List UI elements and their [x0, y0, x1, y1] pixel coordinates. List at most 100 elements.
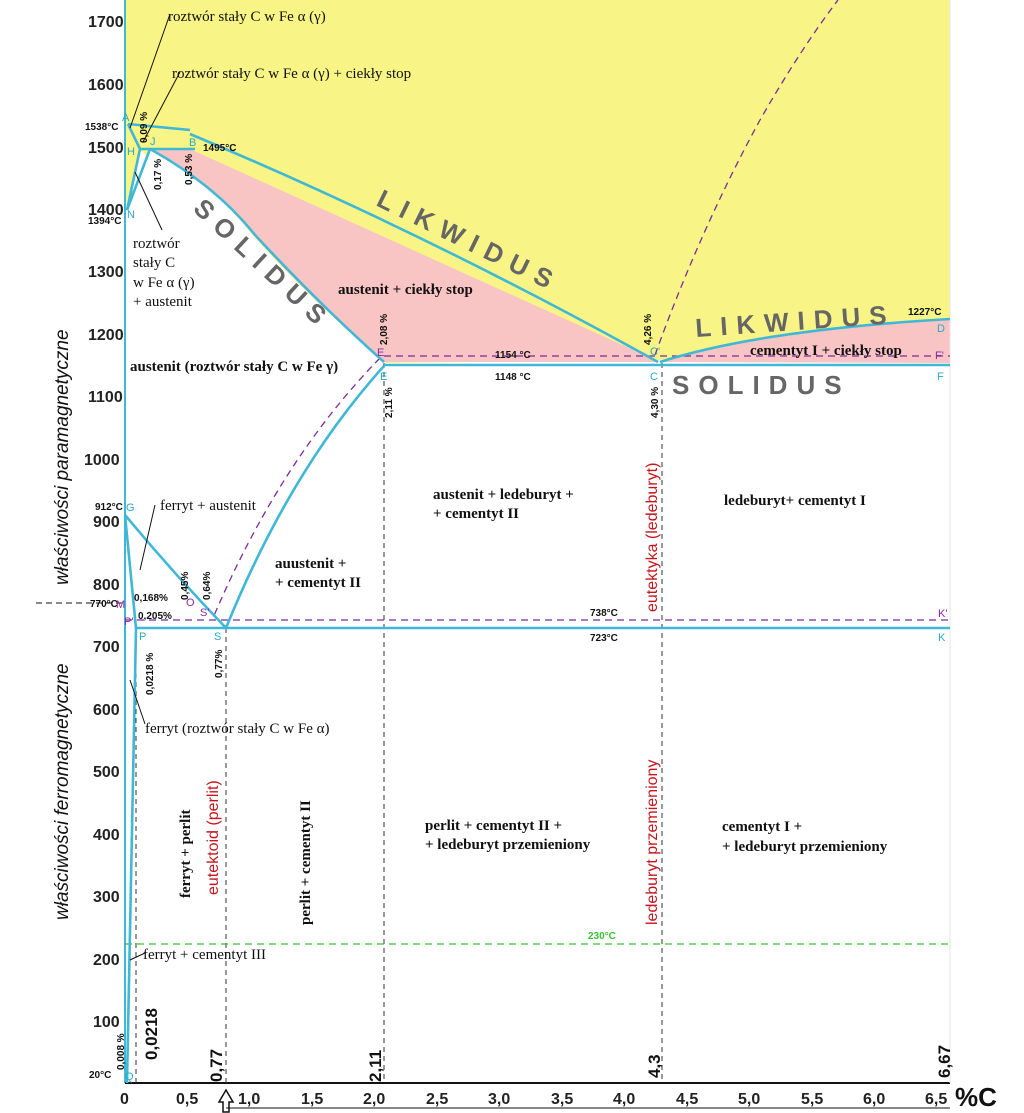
line-GP — [123, 514, 138, 629]
x-key-667: 6,67 — [935, 1045, 954, 1078]
stable-acm-curve — [212, 357, 381, 619]
austenite-liquid-region — [150, 149, 660, 362]
region-aus-led-2: + cementyt II — [433, 506, 519, 522]
liquidus-BC — [189, 132, 659, 364]
point-S-prime: S' — [200, 607, 209, 619]
x-tick: 2,5 — [426, 1091, 448, 1108]
pct-426: 4,26 % — [643, 314, 654, 345]
region-alpha-gamma: roztwór stały C w Fe α (γ) — [168, 9, 326, 25]
leader-lines — [129, 13, 181, 961]
phase-lines — [123, 122, 951, 1084]
region-cem-led-1: cementyt I + — [722, 819, 802, 835]
line-HN — [125, 148, 142, 211]
cementite-liquid-region — [660, 319, 950, 363]
x-key-00218: 0,0218 — [142, 1008, 161, 1060]
region-perl-led-2: + ledeburyt przemieniony — [425, 837, 591, 853]
ledeburite-transformed-label: ledeburyt przemieniony — [644, 760, 661, 925]
x-tick: 0 — [120, 1091, 129, 1108]
region-perl-led-1: perlit + cementyt II + — [425, 818, 562, 834]
pct-017: 0,17 % — [153, 159, 164, 190]
point-G: G — [126, 502, 135, 514]
temp-738: 738°C — [590, 608, 618, 619]
eutectoid-label: eutektoid (perlit) — [205, 780, 222, 895]
y-tick: 1700 — [88, 14, 124, 31]
y-tick: 1400 — [88, 202, 124, 219]
x-key-43: 4,3 — [645, 1054, 664, 1078]
region-alpha-gamma-liquid: roztwór stały C w Fe α (γ) + ciekły stop — [172, 66, 411, 82]
region-ferrite-perlite: ferryt + perlit — [178, 809, 194, 898]
pct-0168: 0,168% — [134, 593, 168, 604]
x-tick: 5,5 — [801, 1091, 823, 1108]
leader-rs — [134, 171, 163, 231]
point-K-prime: K' — [938, 608, 947, 620]
temp-20: 20°C — [89, 1070, 111, 1081]
y-tick: 300 — [93, 889, 120, 906]
temp-230: 230°C — [588, 931, 616, 942]
x-unit: %C — [955, 1082, 997, 1112]
liquidus-CD — [659, 317, 951, 364]
leader-ferrite — [129, 679, 146, 725]
y-label-ferromagnetic: właściwości ferromagnetyczne — [52, 663, 73, 920]
cementite-dashed-curve — [654, 0, 839, 356]
y-tick: 200 — [93, 952, 120, 969]
x-tick: 1,0 — [238, 1091, 260, 1108]
region-rs-line3: w Fe α (γ) — [133, 275, 195, 291]
region-ferrite: ferryt (roztwór stały C w Fe α) — [145, 721, 329, 737]
pct-077: 0,77% — [214, 650, 225, 678]
y-tick: 1300 — [88, 264, 124, 281]
arrow-077-icon — [217, 1088, 235, 1113]
pct-00218: 0,0218 % — [145, 653, 156, 695]
region-aus-cem-1: auustenit + — [275, 556, 346, 572]
y-tick: 1000 — [84, 452, 120, 469]
point-F-prime: F' — [935, 350, 944, 362]
solidus-AH — [126, 123, 142, 150]
x-tick: 1,5 — [301, 1091, 323, 1108]
solidus-label-lower: SOLIDUS — [672, 370, 851, 400]
leader-alpha-gamma-liquid — [142, 71, 181, 143]
y-tick: 1100 — [88, 389, 123, 406]
pct-053: 0,53 % — [184, 154, 195, 185]
eutectic-label: eutektyka (ledeburyt) — [644, 463, 661, 612]
austenite-region-fill — [125, 149, 384, 628]
solvus-PQ — [125, 627, 138, 1084]
x-tick: 0,5 — [176, 1091, 198, 1108]
pct-211: 2,11 % — [384, 387, 395, 418]
point-H: H — [127, 146, 135, 158]
y-tick: 400 — [93, 827, 120, 844]
point-O: O — [186, 597, 195, 609]
region-perlite-cem: perlit + cementyt II — [298, 800, 314, 925]
temp-1394: 1394°C — [88, 216, 121, 227]
x-tick: 2,0 — [363, 1091, 385, 1108]
leader-alpha-gamma — [129, 13, 171, 129]
region-cementite-liquid: cementyt I + ciekły stop — [750, 343, 902, 359]
temp-1148: 1148 °C — [495, 372, 531, 383]
y-tick: 500 — [93, 764, 120, 781]
x-tick: 3,0 — [488, 1091, 510, 1108]
point-D: D — [937, 323, 945, 335]
y-tick: 100 — [93, 1014, 120, 1031]
pct-0008: 0,008 % — [116, 1033, 127, 1070]
curie-temp: 770°C — [90, 599, 118, 610]
line-ES — [224, 365, 385, 629]
line-GS — [124, 514, 227, 629]
temp-1154: 1154 °C — [495, 350, 531, 361]
pct-045: 0,45% — [180, 572, 191, 600]
temp-723: 723°C — [590, 633, 618, 644]
y-label-paramagnetic: właściwości paramagnetyczne — [52, 329, 73, 585]
y-tick-labels: 1700 1600 1500 1400 1300 1200 1100 1000 … — [84, 14, 124, 1031]
region-ferrite-austenite: ferryt + austenit — [160, 498, 257, 514]
x-tick-labels: 0 0,5 1,0 1,5 2,0 2,5 3,0 3,5 4,0 4,5 5,… — [120, 1091, 947, 1108]
point-B: B — [189, 137, 196, 149]
y-tick: 800 — [93, 577, 120, 594]
region-aus-cem-2: + cementyt II — [275, 575, 361, 591]
x-tick: 4,5 — [676, 1091, 698, 1108]
point-E: E — [380, 371, 387, 383]
y-tick: 1500 — [88, 140, 124, 157]
region-aus-led-1: austenit + ledeburyt + — [433, 487, 574, 503]
point-A: A — [122, 112, 130, 124]
y-tick: 1200 — [88, 327, 124, 344]
temp-912: 912°C — [95, 502, 123, 513]
x-tick: 6,5 — [925, 1091, 947, 1108]
x-key-077: 0,77 — [207, 1049, 226, 1082]
